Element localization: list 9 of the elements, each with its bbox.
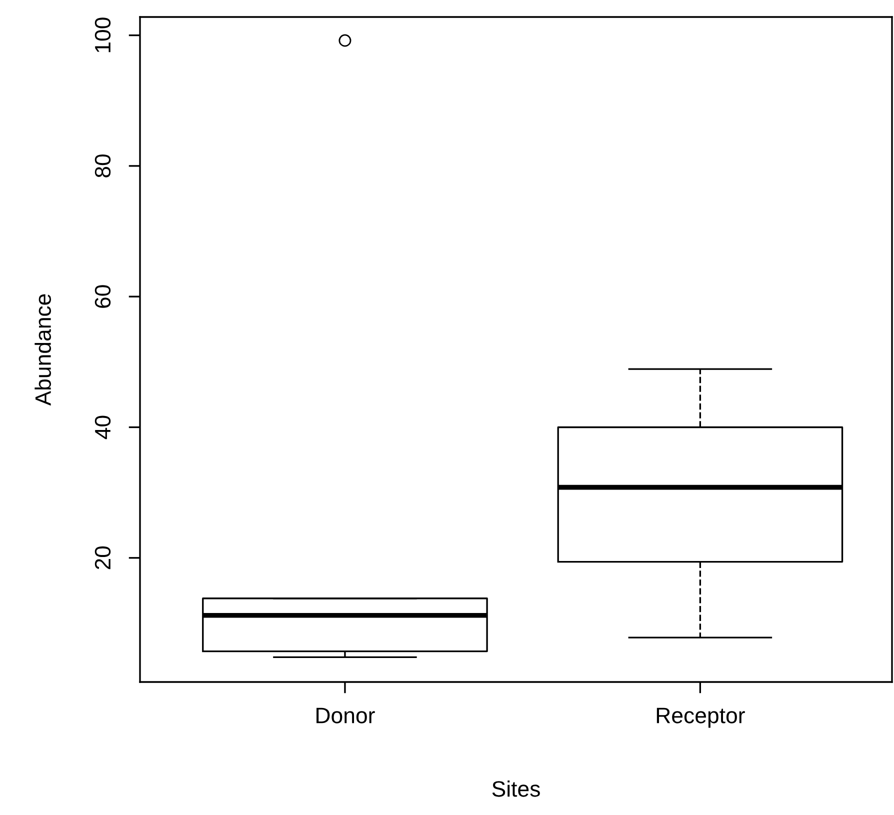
y-tick-label: 40 — [94, 416, 111, 440]
y-tick-label: 100 — [94, 18, 111, 52]
x-tick-label: Receptor — [656, 708, 745, 728]
y-axis-title: Abundance — [34, 294, 52, 406]
x-axis-title: Sites — [492, 780, 540, 797]
y-tick-label: 80 — [94, 154, 111, 178]
y-tick-label: 60 — [94, 285, 111, 308]
x-tick-label: Donor — [316, 708, 375, 724]
y-tick-label: 20 — [94, 546, 111, 570]
